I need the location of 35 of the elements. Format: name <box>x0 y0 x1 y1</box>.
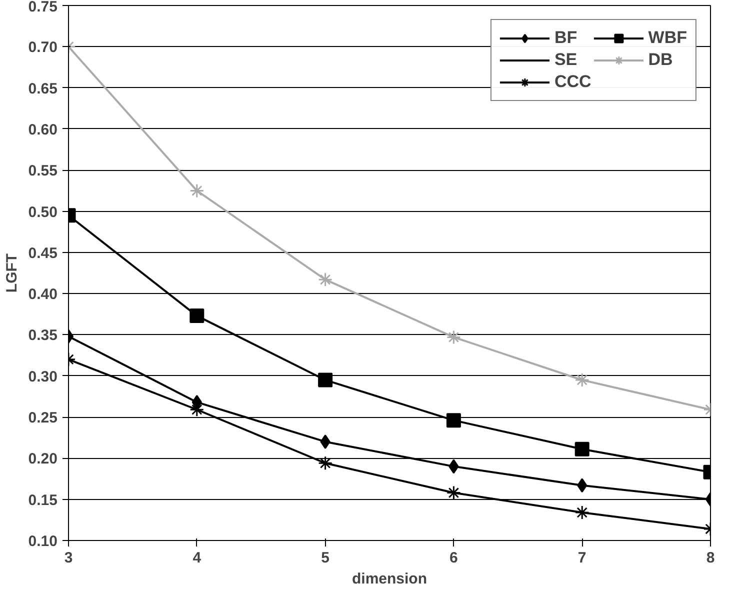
y-tick-label: 0.70 <box>28 39 58 56</box>
point <box>320 434 330 449</box>
x-tick-label: 8 <box>706 550 715 566</box>
y-tick-label: 0.30 <box>28 368 58 386</box>
y-tick-label: 0.60 <box>28 121 58 138</box>
point <box>448 459 459 474</box>
y-tick-label: 0.15 <box>28 492 58 509</box>
y-tick-label: 0.75 <box>28 0 58 16</box>
x-tick-label: 6 <box>450 550 458 566</box>
x-tick-label: 3 <box>64 550 73 566</box>
x-axis-title: dimension <box>352 570 428 588</box>
y-tick-label: 0.55 <box>28 162 58 180</box>
point <box>318 372 333 388</box>
y-tick-label: 0.10 <box>28 533 58 550</box>
legend-label: CCC <box>554 72 592 92</box>
y-tick-label: 0.45 <box>28 244 58 262</box>
y-axis-title: LGFT <box>3 253 20 293</box>
y-tick-label: 0.50 <box>28 204 58 221</box>
legend-label: DB <box>648 50 673 70</box>
y-tick-label: 0.40 <box>28 286 58 304</box>
legend-label: BF <box>554 28 578 48</box>
x-tick-label: 7 <box>578 550 586 566</box>
y-tick-label: 0.65 <box>28 80 58 98</box>
y-tick-label: 0.25 <box>28 410 58 427</box>
legend-label: SE <box>554 50 578 70</box>
point <box>318 272 333 287</box>
y-tick-label: 0.20 <box>28 450 58 468</box>
point <box>446 413 461 428</box>
point <box>446 486 461 500</box>
point <box>318 456 333 470</box>
x-tick-label: 5 <box>321 550 330 566</box>
x-tick-label: 4 <box>192 550 202 566</box>
legend-label: WBF <box>648 28 687 48</box>
point <box>446 330 461 344</box>
y-tick-label: 0.35 <box>28 327 58 344</box>
